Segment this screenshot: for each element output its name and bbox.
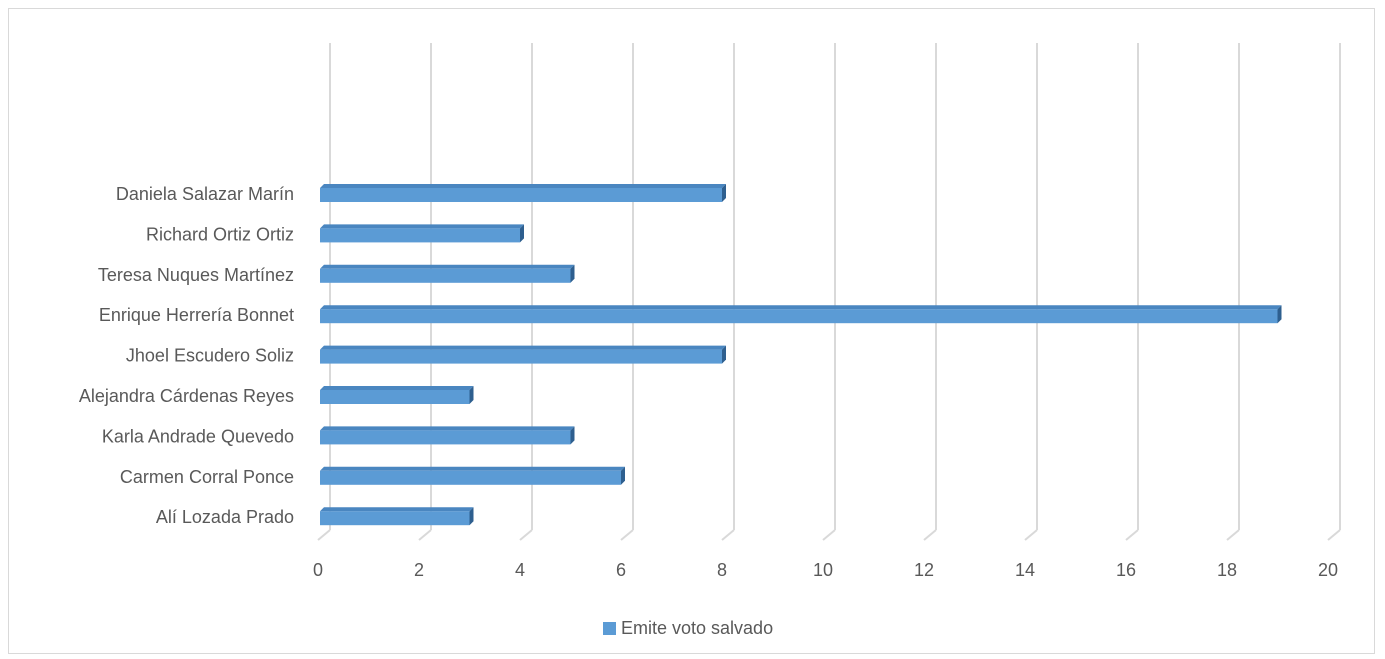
chart-frame [8,8,1375,654]
category-labels: Daniela Salazar Marín Richard Ortiz Ortiz… [79,184,294,527]
legend: Emite voto salvado [603,617,773,639]
bar-side-face [570,426,575,445]
bar [320,349,722,364]
x-tick-label: 2 [414,560,424,580]
gridline-floor [1125,529,1139,541]
x-tick-label: 0 [313,560,323,580]
gridline-floor [317,529,331,541]
bar-side-face [570,264,575,283]
category-label: Alí Lozada Prado [156,507,294,527]
x-tick-label: 14 [1015,560,1035,580]
bars [320,184,1282,526]
bar-top-face [320,224,524,229]
bar-top-face [320,386,474,390]
gridline-floor [620,529,634,541]
bar [320,390,470,404]
gridlines [317,43,1341,541]
gridline-floor [822,529,836,541]
x-tick-label: 16 [1116,560,1136,580]
x-tick-labels: 0 2 4 6 8 10 12 14 16 18 20 [313,560,1338,580]
x-tick-label: 8 [717,560,727,580]
gridline-floor [721,529,735,541]
bar-top-face [320,426,575,431]
bar-side-face [621,466,625,485]
bar [320,188,722,202]
bar-side-face [520,224,524,243]
legend-label: Emite voto salvado [621,617,774,638]
bar-top-face [320,466,625,471]
bar-side-face [469,386,474,404]
category-label: Enrique Herrería Bonnet [99,305,294,325]
x-tick-label: 4 [515,560,525,580]
bar-side-face [469,507,474,526]
bar-side-face [722,345,726,364]
x-tick-label: 20 [1318,560,1338,580]
gridline-floor [1024,529,1038,541]
bar [320,430,571,445]
x-tick-label: 18 [1217,560,1237,580]
bar-side-face [722,184,726,202]
category-label: Karla Andrade Quevedo [102,426,294,446]
bar [320,268,571,283]
category-label: Alejandra Cárdenas Reyes [79,386,294,406]
gridline-floor [418,529,432,541]
bar [320,309,1278,324]
x-tick-label: 12 [914,560,934,580]
x-tick-label: 10 [813,560,833,580]
bar [320,470,621,485]
gridline-floor [519,529,533,541]
bar-top-face [320,184,726,188]
legend-swatch [603,621,616,635]
bar-top-face [320,345,726,350]
bar-top-face [320,507,474,512]
category-label: Carmen Corral Ponce [120,467,294,487]
bar-top-face [320,264,575,269]
x-tick-label: 6 [616,560,626,580]
bar [320,511,470,526]
gridline-floor [923,529,937,541]
gridline-floor [1327,529,1341,541]
category-label: Teresa Nuques Martínez [98,265,294,285]
category-label: Jhoel Escudero Soliz [126,346,294,366]
category-label: Richard Ortiz Ortiz [146,224,294,244]
bar-top-face [320,305,1282,310]
gridline-floor [1226,529,1240,541]
category-label: Daniela Salazar Marín [116,184,294,204]
bar [320,228,520,243]
bar-side-face [1277,305,1282,324]
